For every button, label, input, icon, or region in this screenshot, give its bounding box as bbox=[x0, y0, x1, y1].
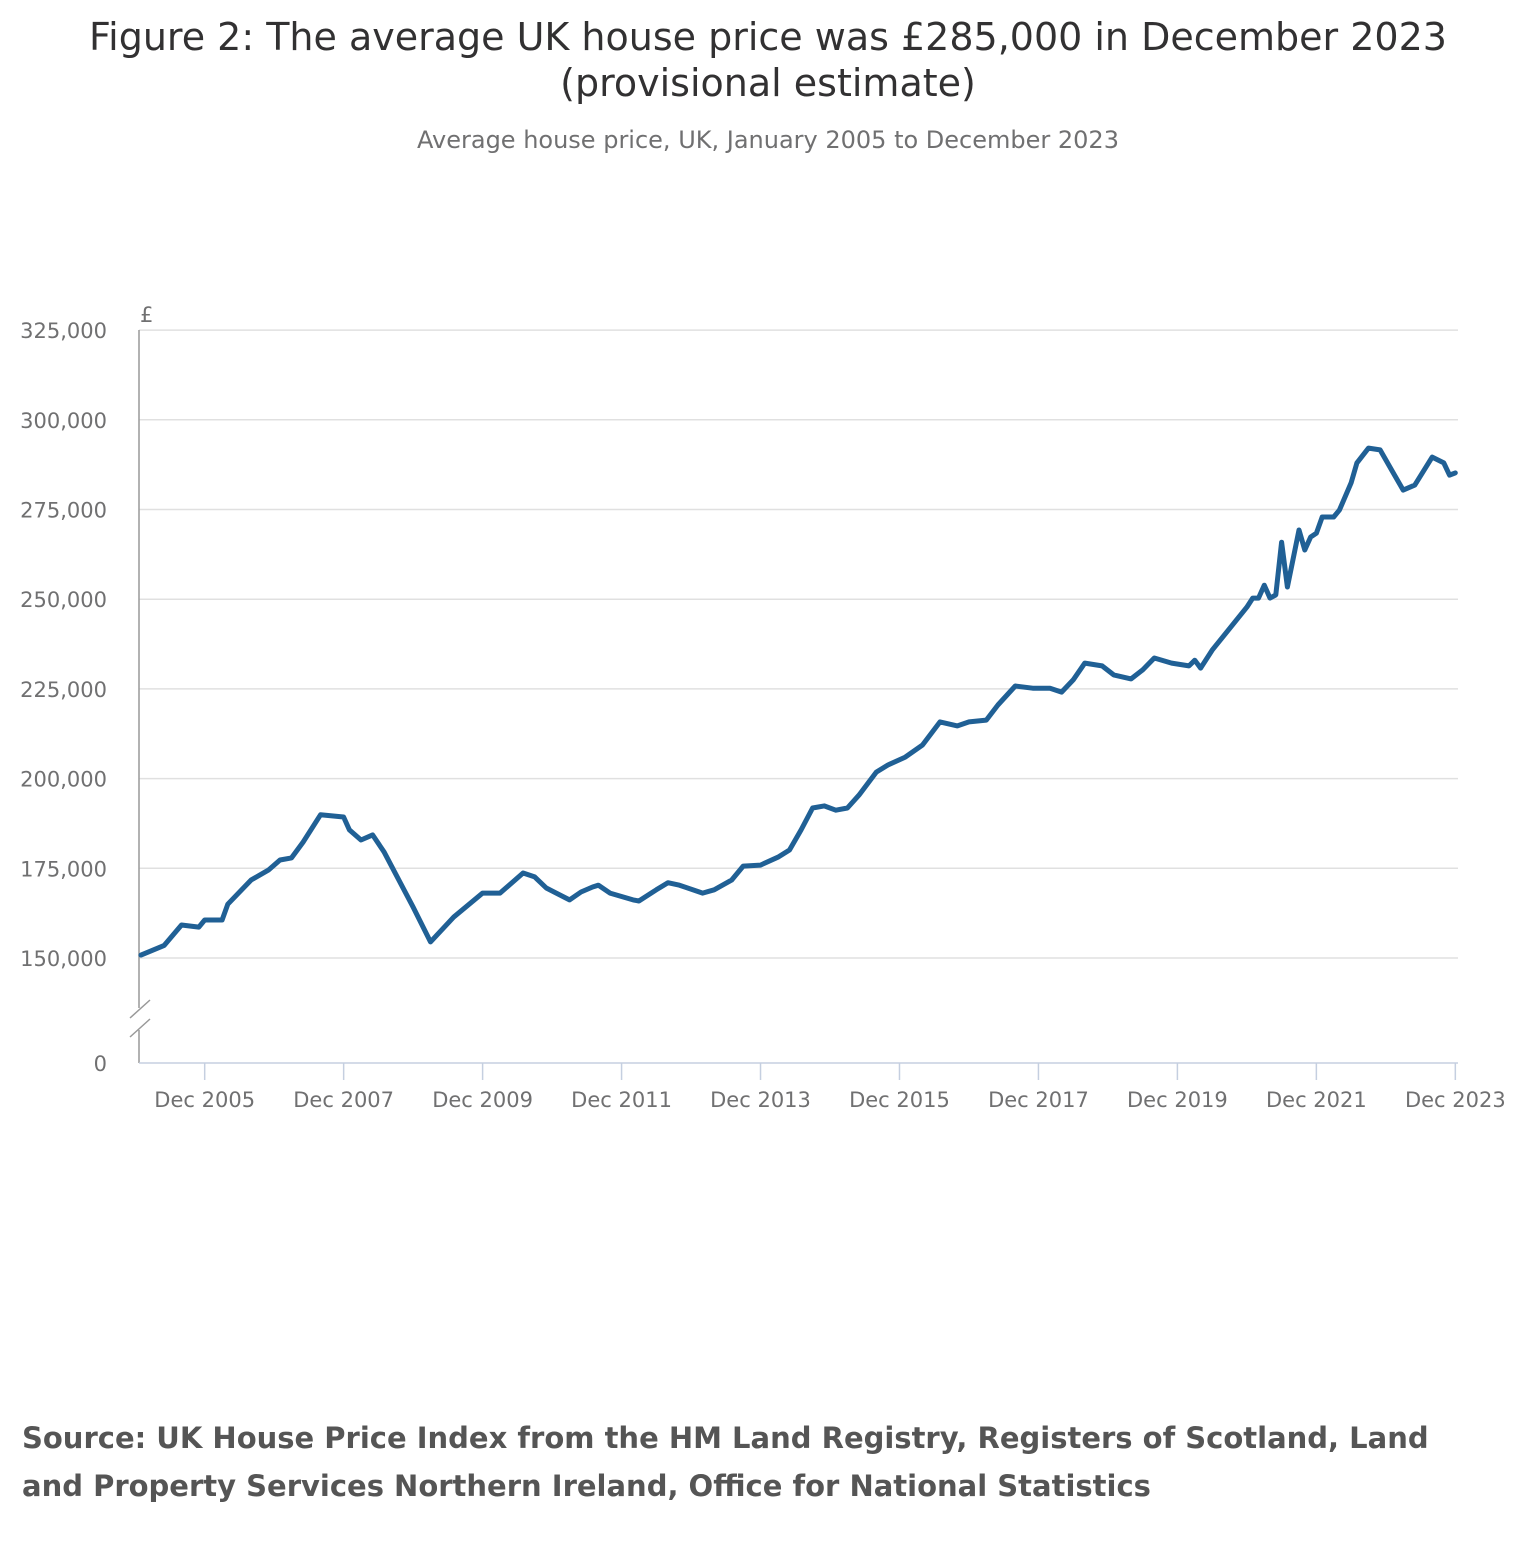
y-tick-label: 175,000 bbox=[20, 857, 107, 881]
x-tick-label: Dec 2011 bbox=[571, 1088, 672, 1112]
axis-break-icon bbox=[129, 999, 151, 1038]
x-tick-label: Dec 2015 bbox=[849, 1088, 950, 1112]
y-axis-unit-label: £ bbox=[140, 303, 153, 327]
y-tick-label: 225,000 bbox=[20, 678, 107, 702]
x-tick-label: Dec 2019 bbox=[1127, 1088, 1228, 1112]
x-tick-label: Dec 2021 bbox=[1266, 1088, 1367, 1112]
source-note: Source: UK House Price Index from the HM… bbox=[22, 1421, 1429, 1503]
y-tick-label: 325,000 bbox=[20, 319, 107, 343]
y-tick-label: 300,000 bbox=[20, 409, 107, 433]
line-chart: 0 150,000 175,000 200,000 225,000 250,000 275,… bbox=[20, 303, 1506, 1112]
y-tick-label: 0 bbox=[94, 1052, 107, 1076]
y-tick-label: 150,000 bbox=[20, 947, 107, 971]
x-tick-label: Dec 2005 bbox=[154, 1088, 255, 1112]
y-tick-label: 275,000 bbox=[20, 499, 107, 523]
x-tick-label: Dec 2017 bbox=[988, 1088, 1089, 1112]
x-tick-label: Dec 2007 bbox=[293, 1088, 394, 1112]
series-line-average-house-price bbox=[138, 445, 1458, 958]
x-tick-label: Dec 2013 bbox=[710, 1088, 811, 1112]
x-tick-label: Dec 2009 bbox=[432, 1088, 533, 1112]
y-tick-label: 250,000 bbox=[20, 588, 107, 612]
chart-title: Figure 2: The average UK house price was… bbox=[89, 15, 1447, 105]
chart-subtitle: Average house price, UK, January 2005 to… bbox=[417, 126, 1119, 154]
x-tick-label: Dec 2023 bbox=[1405, 1088, 1506, 1112]
y-tick-label: 200,000 bbox=[20, 768, 107, 792]
